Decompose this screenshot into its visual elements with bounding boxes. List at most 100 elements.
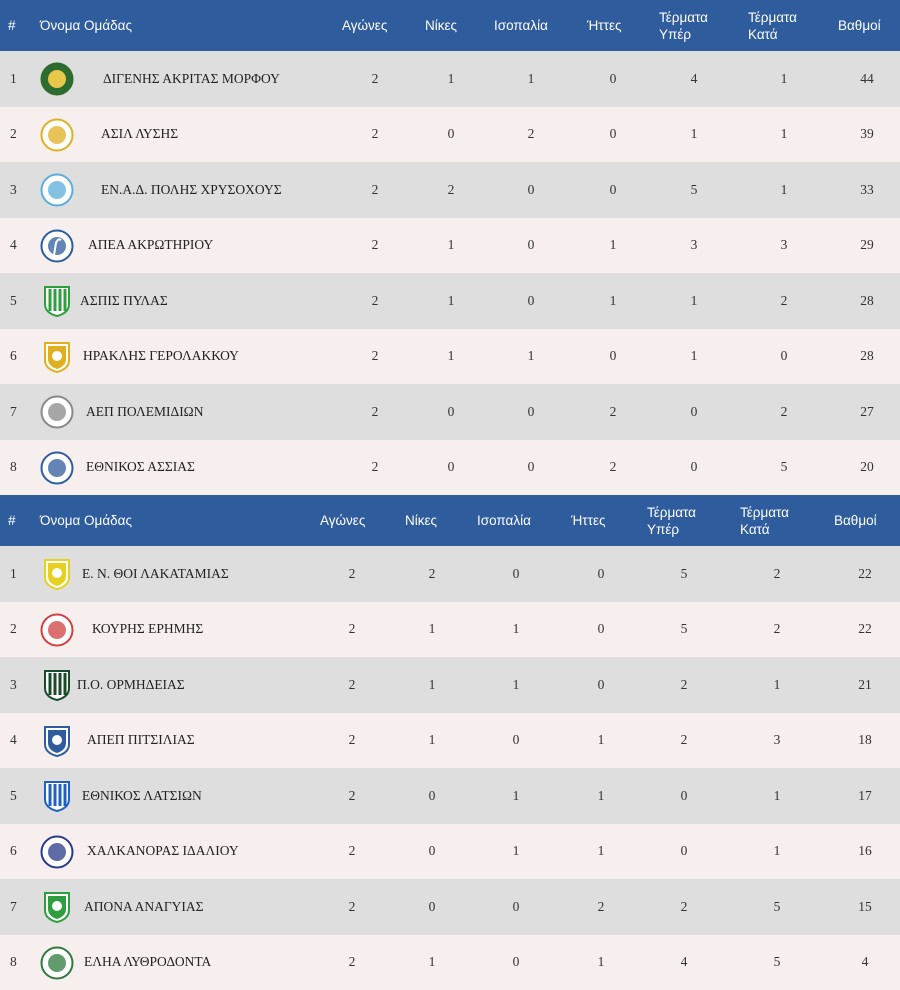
goals-against-cell: 5 [747,879,807,935]
team-name-link[interactable]: ΑΣΠΙΣ ΠΥΛΑΣ [80,273,168,329]
losses-cell: 0 [571,657,631,713]
draws-cell: 0 [486,546,546,602]
position-cell: 8 [10,935,17,990]
goals-against-cell: 3 [747,713,807,769]
team-name-link[interactable]: ΚΟΥΡΗΣ ΕΡΗΜΗΣ [92,602,203,658]
position-cell: 1 [10,546,17,602]
team-name-link[interactable]: ΕΛΗΑ ΛΥΘΡΟΔΟΝΤΑ [84,935,211,990]
wins-cell: 0 [402,879,462,935]
losses-cell: 1 [583,273,643,329]
goals-against-cell: 2 [754,384,814,440]
header-position[interactable]: # [8,495,16,546]
team-name-link[interactable]: ΑΕΠ ΠΟΛΕΜΙΔΙΩΝ [86,384,203,440]
points-cell: 16 [835,824,895,880]
losses-cell: 1 [571,768,631,824]
wins-cell: 0 [402,824,462,880]
header-team-name[interactable]: Όνομα Ομάδας [40,495,132,546]
position-cell: 5 [10,273,17,329]
header-draws[interactable]: Ισοπαλία [494,0,548,51]
losses-cell: 0 [583,329,643,385]
goals-against-cell: 5 [754,440,814,496]
wins-cell: 2 [421,162,481,218]
round-crest-icon [40,451,74,485]
losses-cell: 1 [583,218,643,274]
draws-cell: 0 [501,273,561,329]
header-position[interactable]: # [8,0,16,51]
played-cell: 2 [345,107,405,163]
points-cell: 21 [835,657,895,713]
team-name-link[interactable]: ΑΠΕΠ ΠΙΤΣΙΛΙΑΣ [87,713,195,769]
position-cell: 7 [10,384,17,440]
losses-cell: 2 [571,879,631,935]
team-name-link[interactable]: ΧΑΛΚΑΝΟΡΑΣ ΙΔΑΛΙΟΥ [87,824,239,880]
team-name-link[interactable]: Π.Ο. ΟΡΜΗΔΕΙΑΣ [77,657,185,713]
draws-cell: 1 [486,768,546,824]
header-line-2: Κατά [748,26,797,43]
position-cell: 8 [10,440,17,496]
team-name-link[interactable]: ΑΠΟΝΑ ΑΝΑΓΥΙΑΣ [84,879,204,935]
header-points[interactable]: Βαθμοί [834,495,877,546]
position-cell: 1 [10,51,17,107]
points-cell: 28 [837,273,897,329]
wins-cell: 1 [402,935,462,990]
position-cell: 6 [10,329,17,385]
wins-cell: 1 [421,51,481,107]
header-draws[interactable]: Ισοπαλία [477,495,531,546]
standings-table-group-2: # Όνομα Ομάδας Αγώνες Νίκες Ισοπαλία Ήττες Βαθ… [0,495,900,990]
draws-cell: 1 [501,51,561,107]
played-cell: 2 [322,602,382,658]
draws-cell: 0 [486,879,546,935]
header-losses[interactable]: Ήττες [587,0,622,51]
team-name-link[interactable]: ΕΘΝΙΚΟΣ ΛΑΤΣΙΩΝ [82,768,202,824]
played-cell: 2 [345,218,405,274]
team-name-link[interactable]: ΔΙΓΕΝΗΣ ΑΚΡΙΤΑΣ ΜΟΡΦΟΥ [103,51,280,107]
header-losses[interactable]: Ήττες [571,495,606,546]
wins-cell: 0 [421,384,481,440]
draws-cell: 0 [486,713,546,769]
played-cell: 2 [345,162,405,218]
team-name-link[interactable]: ΕΝ.Α.Δ. ΠΟΛΗΣ ΧΡΥΣΟΧΟΥΣ [101,162,282,218]
goals-for-cell: 0 [654,824,714,880]
header-wins[interactable]: Νίκες [405,495,437,546]
team-name-link[interactable]: ΕΘΝΙΚΟΣ ΑΣΣΙΑΣ [86,440,195,496]
team-name-link[interactable]: ΑΣΙΛ ΛΥΣΗΣ [101,107,178,163]
goals-for-cell: 0 [654,768,714,824]
goals-against-cell: 1 [747,657,807,713]
team-name-link[interactable]: ΑΠΕΑ ΑΚΡΩΤΗΡΙΟΥ [88,218,213,274]
header-team-name[interactable]: Όνομα Ομάδας [40,0,132,51]
wins-cell: 1 [421,273,481,329]
team-name-link[interactable]: Ε. Ν. ΘΟΙ ΛΑΚΑΤΑΜΙΑΣ [82,546,229,602]
goals-for-cell: 1 [664,107,724,163]
header-played[interactable]: Αγώνες [342,0,387,51]
played-cell: 2 [322,768,382,824]
team-name-link[interactable]: ΗΡΑΚΛΗΣ ΓΕΡΟΛΑΚΚΟΥ [83,329,239,385]
round-crest-icon [40,118,74,152]
header-played[interactable]: Αγώνες [320,495,365,546]
header-wins[interactable]: Νίκες [425,0,457,51]
striped-shield-icon [40,668,74,702]
header-points[interactable]: Βαθμοί [838,0,881,51]
header-line-2: Κατά [740,521,789,538]
losses-cell: 0 [571,546,631,602]
